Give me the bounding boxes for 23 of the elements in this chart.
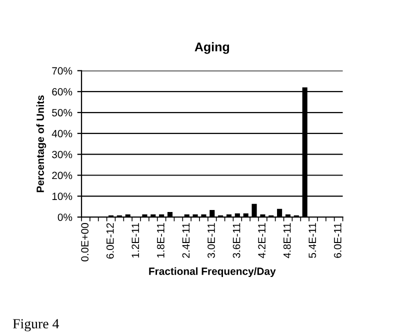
x-tick-label: 5.4E-11 <box>308 223 316 258</box>
y-tick-label: 20% <box>52 172 72 180</box>
x-tick-label: 6.0E-12 <box>106 223 114 259</box>
x-axis-title: Fractional Frequency/Day <box>149 267 276 277</box>
y-tick-label: 70% <box>52 67 72 75</box>
caption: Figure 4 <box>12 319 59 332</box>
x-tick-label: 4.8E-11 <box>283 223 291 258</box>
chart-title: Aging <box>194 42 230 54</box>
x-tick-label: 6.0E-11 <box>334 223 342 258</box>
x-tick-label: 3.6E-11 <box>232 223 240 258</box>
y-axis-title: Percentage of Units <box>36 95 46 192</box>
x-tick-label: 1.8E-11 <box>156 223 164 258</box>
y-tick-label: 60% <box>52 88 72 96</box>
x-tick-label: 0.0E+00 <box>81 223 89 262</box>
x-tick-label: 1.2E-11 <box>132 223 139 258</box>
x-tick-label: 2.4E-11 <box>182 223 190 258</box>
x-tick-label: 3.0E-11 <box>208 223 215 258</box>
x-tick-label: 4.2E-11 <box>258 223 266 258</box>
y-tick-label: 50% <box>52 109 72 116</box>
y-tick-label: 0% <box>58 214 72 221</box>
y-tick-label: 10% <box>52 192 72 200</box>
y-tick-label: 40% <box>52 130 72 138</box>
y-tick-label: 30% <box>52 150 72 158</box>
